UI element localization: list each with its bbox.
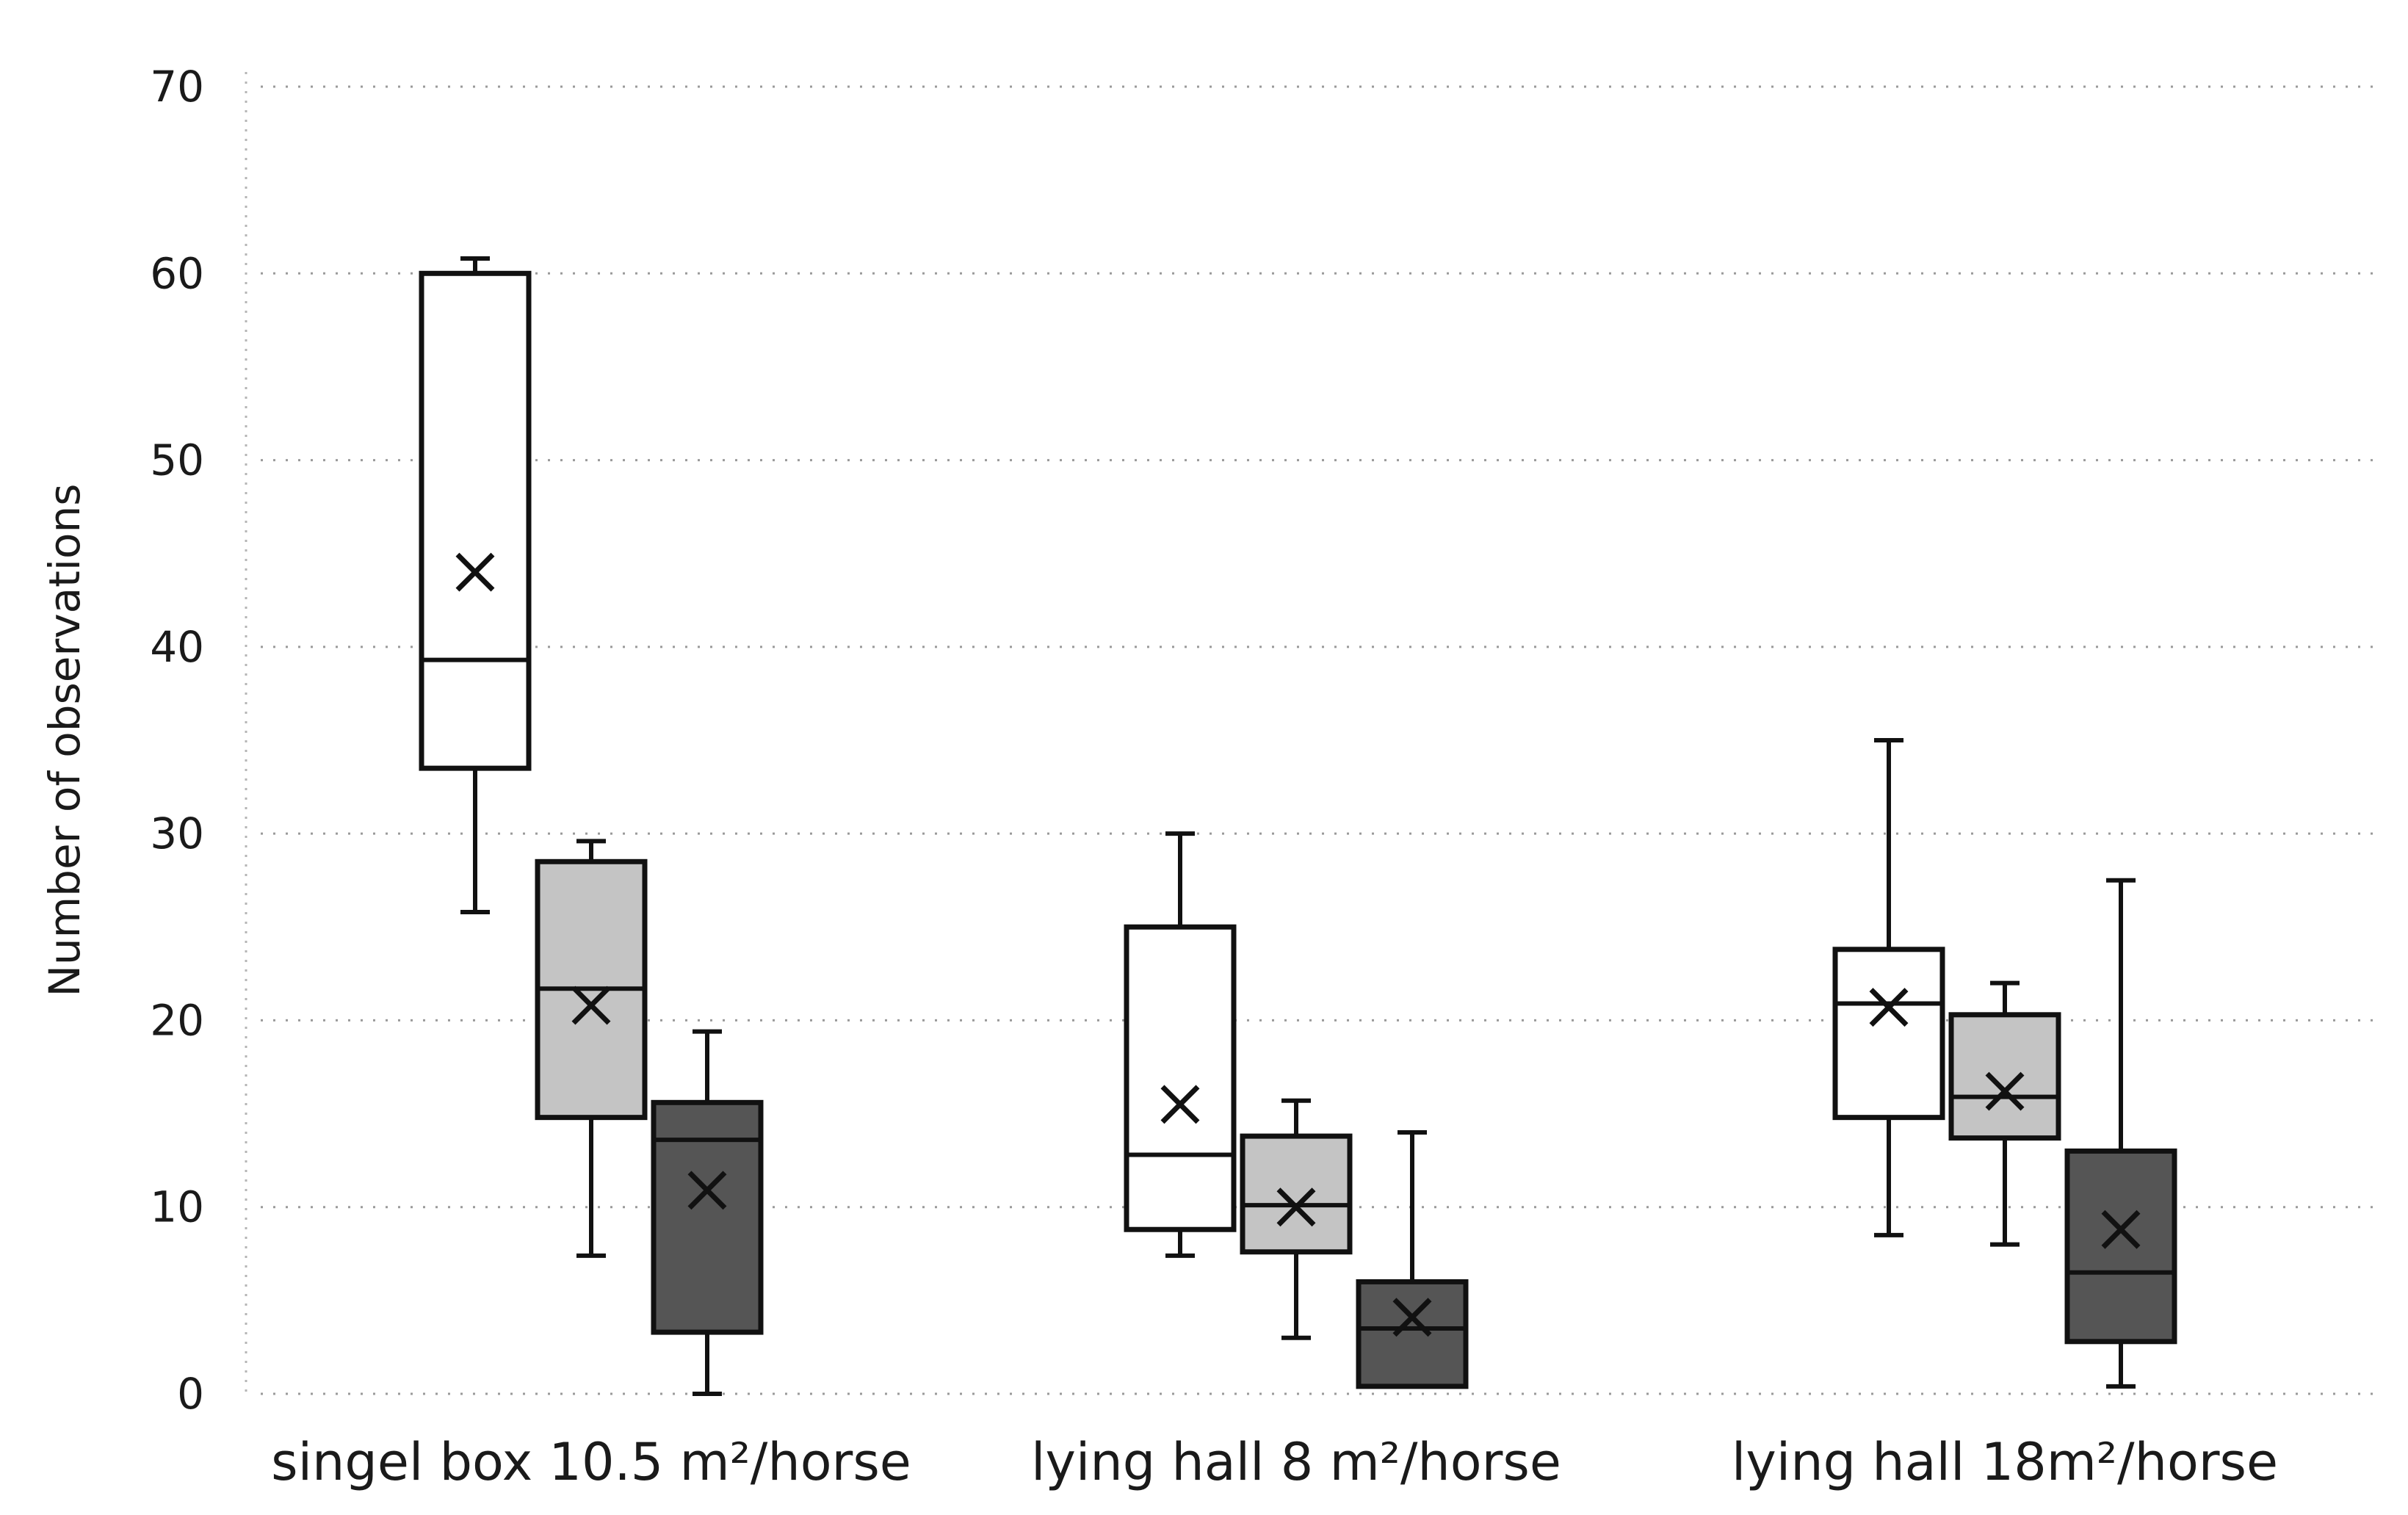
box-iqr (651, 1099, 764, 1335)
box-plot-item (535, 839, 648, 1258)
category-label: singel box 10.5 m²/horse (271, 1432, 911, 1492)
box-plot-item (2064, 878, 2177, 1389)
box-plot-item (1948, 980, 2061, 1247)
box-iqr (1124, 924, 1237, 1232)
mean-marker (571, 986, 611, 1025)
box-iqr (419, 270, 532, 771)
box-group (1124, 831, 1469, 1389)
y-tick-label: 0 (177, 1369, 204, 1419)
y-tick-label: 50 (150, 435, 204, 485)
box-group (1832, 738, 2177, 1389)
box-iqr (2064, 1148, 2177, 1345)
box-iqr (1948, 1012, 2061, 1141)
y-tick-label: 10 (150, 1182, 204, 1232)
mean-marker (2101, 1210, 2141, 1249)
box-plot-item (651, 1029, 764, 1396)
mean-marker (1276, 1187, 1316, 1227)
mean-marker (1392, 1298, 1432, 1337)
category-label: lying hall 8 m²/horse (1031, 1432, 1561, 1492)
category-labels: singel box 10.5 m²/horse lying hall 8 m²/… (271, 1432, 2278, 1492)
box-plot-item (1124, 831, 1237, 1258)
mean-marker (1985, 1071, 2025, 1111)
category-label: lying hall 18m²/horse (1732, 1432, 2278, 1492)
y-tick-label: 60 (150, 248, 204, 298)
box-plot-item (1240, 1098, 1353, 1340)
box-groups (419, 256, 2177, 1396)
box-iqr (1240, 1133, 1353, 1255)
box-plot-item (1832, 738, 1945, 1237)
box-group (419, 256, 764, 1396)
mean-marker (455, 552, 495, 592)
y-tick-label: 70 (150, 62, 204, 112)
y-tick-label: 30 (150, 809, 204, 858)
mean-marker (687, 1171, 727, 1210)
box-plot-item (419, 256, 532, 914)
y-tick-label: 40 (150, 622, 204, 672)
box-iqr (1356, 1279, 1469, 1389)
y-tick-labels: 0 10 20 30 40 50 60 70 (150, 62, 204, 1419)
box-plot-item (1356, 1130, 1469, 1389)
box-iqr (1832, 947, 1945, 1121)
y-tick-label: 20 (150, 995, 204, 1045)
mean-marker (1160, 1085, 1200, 1124)
mean-marker (1869, 988, 1909, 1027)
y-axis-label: Number of observations (40, 483, 90, 997)
